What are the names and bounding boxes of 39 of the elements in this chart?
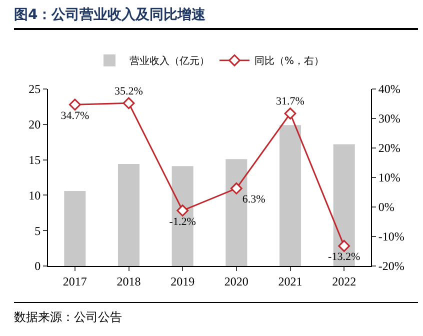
y-tick-label: 25 bbox=[28, 82, 41, 96]
source-note: 数据来源：公司公告 bbox=[14, 309, 122, 326]
y2-tick-label: -10% bbox=[378, 230, 404, 244]
data-label: 35.2% bbox=[114, 85, 143, 98]
legend-label: 同比（%，右） bbox=[254, 55, 324, 68]
point bbox=[284, 108, 296, 120]
point bbox=[230, 182, 242, 194]
y-tick-label: 20 bbox=[28, 118, 41, 132]
x-tick-label: 2019 bbox=[170, 274, 195, 288]
point bbox=[338, 240, 350, 252]
data-label: 31.7% bbox=[276, 96, 304, 108]
legend-label: 营业收入（亿元） bbox=[130, 55, 210, 68]
y-tick-label: 5 bbox=[34, 224, 41, 238]
data-label: 6.3% bbox=[242, 194, 266, 206]
y2-tick-label: 20% bbox=[378, 141, 400, 156]
data-label: -1.2% bbox=[169, 216, 196, 228]
bar bbox=[279, 125, 302, 266]
y-tick-label: 15 bbox=[28, 153, 41, 167]
x-tick-label: 2021 bbox=[278, 274, 302, 288]
data-label: 34.7% bbox=[60, 110, 90, 122]
point bbox=[122, 97, 135, 110]
y2-tick-label: 10% bbox=[378, 170, 400, 185]
point bbox=[176, 204, 189, 216]
y2-tick-label: -20% bbox=[378, 259, 404, 274]
y2-tick-label: 30% bbox=[378, 112, 400, 126]
data-label: -13.2% bbox=[328, 251, 360, 264]
y2-tick-label: 0% bbox=[378, 200, 394, 214]
y2-tick-label: 40% bbox=[378, 82, 400, 96]
bar bbox=[172, 166, 194, 266]
y-tick-label: 10 bbox=[28, 188, 41, 202]
x-tick-label: 2018 bbox=[116, 274, 141, 288]
y-tick-label: 0 bbox=[34, 259, 41, 274]
point bbox=[68, 98, 81, 111]
bar bbox=[64, 190, 86, 266]
chart-title: 图4：公司营业收入及同比增速 bbox=[14, 6, 206, 24]
x-tick-label: 2020 bbox=[224, 274, 248, 288]
x-tick-label: 2022 bbox=[332, 274, 356, 288]
bar bbox=[118, 164, 140, 266]
x-tick-label: 2017 bbox=[62, 274, 87, 288]
